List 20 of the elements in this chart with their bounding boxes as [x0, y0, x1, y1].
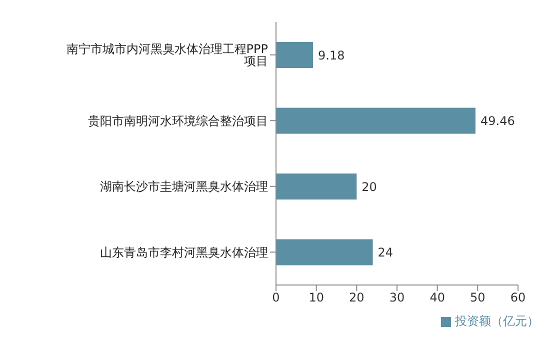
x-tick-label: 10 — [308, 290, 324, 305]
y-tick-label: 湖南长沙市圭塘河黑臭水体治理 — [100, 180, 268, 194]
x-tick-label: 60 — [510, 290, 526, 305]
legend-label: 投资额（亿元） — [455, 314, 539, 328]
bar — [276, 42, 314, 68]
bar — [276, 239, 373, 266]
y-tick-label: 山东青岛市李村河黑臭水体治理 — [100, 245, 268, 260]
data-label: 20 — [362, 180, 377, 194]
y-tick-label: 贵阳市南明河水环境综合整治项目 — [88, 114, 268, 128]
y-tick-label: 南宁市城市内河黑臭水体治理工程PPP 项目 — [66, 42, 268, 68]
bar — [276, 174, 357, 200]
bar — [276, 108, 476, 134]
x-tick-label: 40 — [430, 290, 445, 305]
x-tick-label: 0 — [272, 290, 280, 305]
x-tick-label: 50 — [470, 290, 486, 305]
data-label: 24 — [378, 246, 394, 260]
data-label: 49.46 — [480, 114, 515, 128]
x-tick-label: 20 — [349, 290, 364, 305]
data-label: 9.18 — [318, 48, 345, 62]
x-tick-label: 30 — [389, 290, 405, 305]
